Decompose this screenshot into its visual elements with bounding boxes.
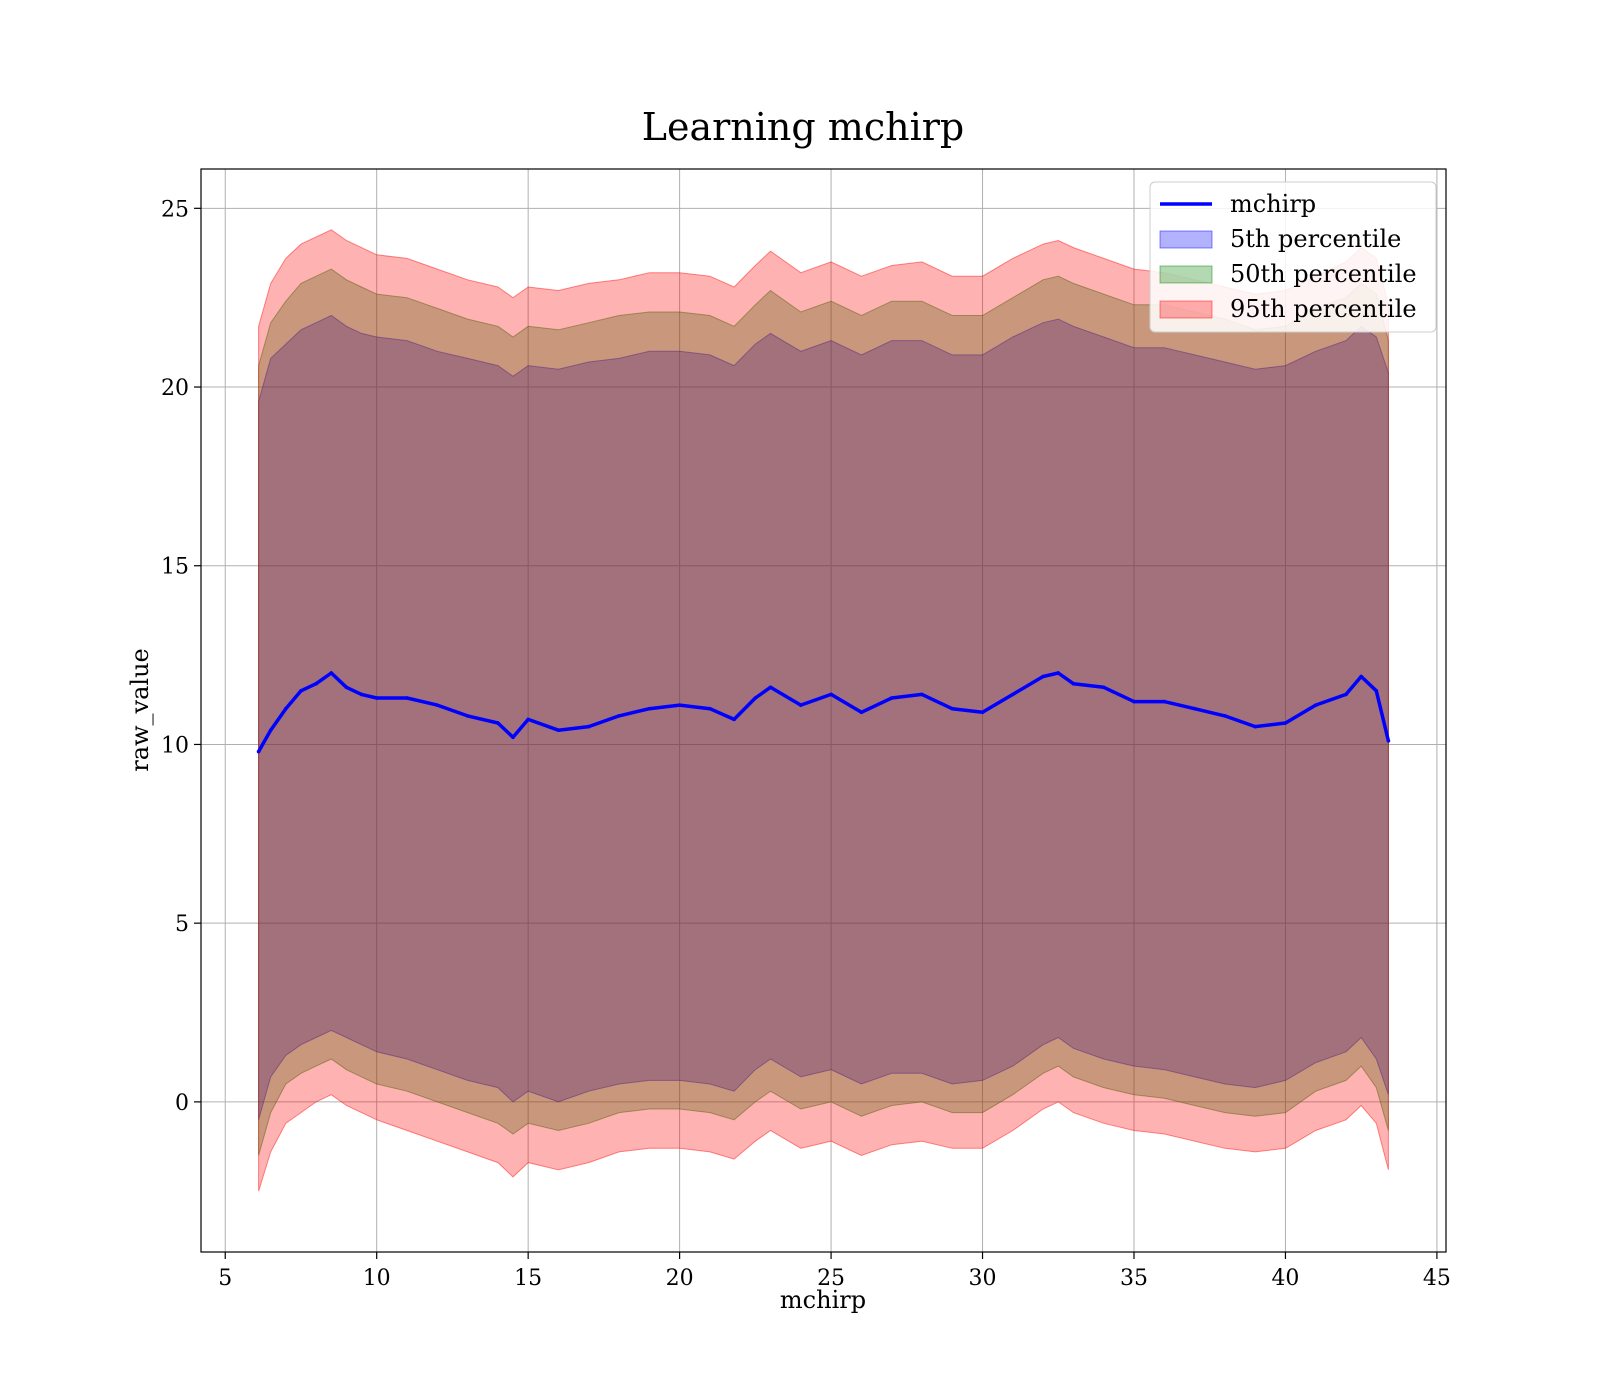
mchirp-point — [753, 696, 758, 700]
mchirp-point — [1253, 724, 1257, 729]
mchirp-point — [1011, 692, 1015, 697]
legend: mchirp 5th percentile 50th percentile 95th … — [1149, 181, 1437, 333]
legend-label-mchirp: mchirp — [1230, 190, 1316, 218]
y-axis: 0 5 10 15 20 25 — [161, 197, 201, 1116]
95th-percentile-band — [258, 229, 1389, 1192]
mchirp-point — [950, 706, 955, 711]
x-tick-label: 35 — [1120, 1266, 1148, 1291]
mchirp-point — [1359, 674, 1363, 679]
x-tick-label: 30 — [969, 1266, 997, 1291]
mchirp-point — [859, 710, 864, 715]
legend-swatch-5th-percentile — [1159, 230, 1213, 249]
legend-label-50th-percentile: 50th percentile — [1230, 260, 1417, 288]
mchirp-point — [677, 703, 682, 707]
mchirp-point — [1056, 671, 1061, 675]
y-tick-label: 5 — [175, 912, 189, 937]
legend-swatch-50th-percentile — [1159, 265, 1213, 284]
mchirp-point — [1283, 721, 1288, 725]
mchirp-point — [1192, 706, 1197, 711]
mchirp-point — [617, 714, 621, 718]
mchirp-point — [798, 703, 803, 707]
x-tick-label: 15 — [514, 1266, 542, 1291]
x-tick-label: 40 — [1271, 1266, 1299, 1291]
y-tick-label: 20 — [161, 376, 189, 401]
mchirp-point — [268, 728, 273, 732]
mchirp-point — [1344, 692, 1348, 697]
mchirp-point — [1132, 699, 1136, 704]
mchirp-point — [586, 724, 591, 729]
mchirp-point — [1071, 681, 1076, 686]
y-tick-label: 25 — [161, 197, 189, 222]
x-axis-label: mchirp — [780, 1286, 866, 1314]
mchirp-point — [1041, 674, 1045, 679]
mchirp-point — [329, 671, 334, 675]
mchirp-point — [1101, 685, 1106, 690]
y-tick-label: 15 — [161, 555, 189, 580]
y-tick-label: 0 — [175, 1091, 189, 1116]
mchirp-point — [708, 706, 712, 711]
x-tick-label: 5 — [218, 1266, 232, 1291]
mchirp-point — [284, 706, 288, 711]
5th-percentile-band — [258, 314, 1389, 1120]
mchirp-point — [496, 721, 500, 725]
x-tick-label: 20 — [666, 1266, 694, 1291]
legend-label-95th-percentile: 95th percentile — [1230, 295, 1417, 323]
y-tick-label: 10 — [161, 733, 189, 758]
mchirp-point — [405, 696, 409, 700]
mchirp-point — [768, 685, 773, 690]
mchirp-point — [359, 692, 364, 697]
plot-frame — [200, 168, 1447, 1253]
x-tick-label: 25 — [817, 1266, 845, 1291]
y-axis-label: raw_value — [126, 648, 154, 772]
mchirp-point — [1313, 703, 1318, 707]
percentile-bands — [258, 229, 1389, 1192]
mchirp-point — [511, 735, 515, 740]
series-lines — [256, 671, 1391, 754]
mchirp-point — [889, 696, 894, 700]
mchirp-point — [1223, 714, 1227, 718]
mchirp-point — [256, 749, 261, 754]
mchirp-point — [465, 714, 470, 718]
legend-swatch-95th-percentile — [1159, 300, 1213, 319]
50th-percentile-band — [258, 268, 1389, 1156]
mchirp-point — [314, 681, 318, 686]
x-tick-label: 10 — [363, 1266, 391, 1291]
mchirp-point — [829, 692, 833, 697]
legend-box — [1149, 181, 1437, 333]
mchirp-point — [344, 685, 349, 690]
mchirp-point — [435, 703, 440, 707]
mchirp-point — [556, 728, 561, 732]
chart-title: Learning mchirp — [642, 105, 964, 149]
mchirp-point — [374, 696, 379, 700]
mchirp-point — [920, 692, 924, 697]
mchirp-point — [732, 717, 736, 722]
mchirp-point — [647, 706, 652, 711]
mchirp-point — [526, 717, 530, 722]
mchirp-point — [1386, 739, 1391, 743]
mchirp-point — [1374, 689, 1379, 693]
mchirp-point — [980, 710, 985, 715]
x-tick-label: 45 — [1423, 1266, 1451, 1291]
mchirp-point — [299, 689, 303, 693]
x-axis: 5 10 15 20 25 30 35 40 45 — [218, 1252, 1451, 1291]
mchirp-point — [1162, 699, 1167, 704]
legend-label-5th-percentile: 5th percentile — [1230, 225, 1401, 253]
